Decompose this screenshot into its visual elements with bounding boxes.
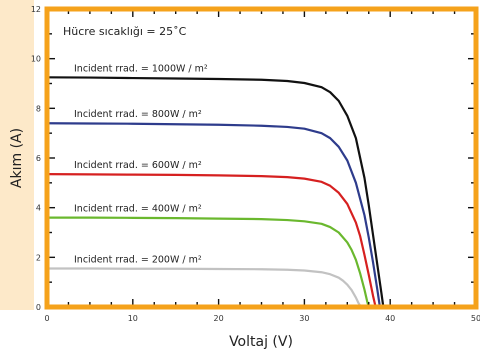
y-tick-label-6: 12 [31, 5, 41, 14]
x-tick-label-1: 10 [128, 314, 138, 323]
y-tick-label-1: 2 [36, 253, 41, 262]
series-line-3 [47, 216, 370, 308]
y-tick-label-0: 0 [36, 303, 41, 312]
x-tick-label-0: 0 [44, 314, 49, 323]
x-tick-label-3: 30 [299, 314, 309, 323]
annotation-cell-temperature: Hücre sıcaklığı = 25˚C [63, 25, 187, 38]
series-label-3: Incident rrad. = 400W / m² [74, 204, 202, 215]
x-tick-label-5: 50 [471, 314, 480, 323]
plot-area [47, 9, 476, 307]
y-tick-label-3: 6 [36, 154, 41, 163]
y-axis-title: Akım (A) [9, 128, 25, 188]
y-tick-label-5: 10 [31, 55, 41, 64]
y-tick-label-4: 8 [36, 104, 41, 113]
series-label-0: Incident rrad. = 1000W / m² [74, 63, 208, 74]
series-curves [46, 76, 385, 308]
x-tick-label-4: 40 [385, 314, 395, 323]
series-label-4: Incident rrad. = 200W / m² [74, 255, 202, 266]
x-tick-labels: 0 10 20 30 40 50 [44, 314, 480, 323]
series-line-0 [46, 76, 385, 308]
left-shadow [0, 0, 34, 310]
x-axis-title: Voltaj (V) [229, 334, 293, 350]
series-line-4 [47, 267, 362, 308]
series-line-1 [46, 122, 381, 308]
series-label-2: Incident rrad. = 600W / m² [74, 160, 202, 171]
y-tick-label-2: 4 [36, 204, 41, 213]
x-tick-label-2: 20 [214, 314, 224, 323]
series-line-2 [46, 173, 377, 308]
plot-frame [44, 6, 479, 310]
y-tick-labels: 0 2 4 6 8 10 12 [31, 5, 41, 312]
series-label-1: Incident rrad. = 800W / m² [74, 109, 202, 120]
series-labels: Incident rrad. = 1000W / m² Incident rrad… [74, 63, 208, 265]
